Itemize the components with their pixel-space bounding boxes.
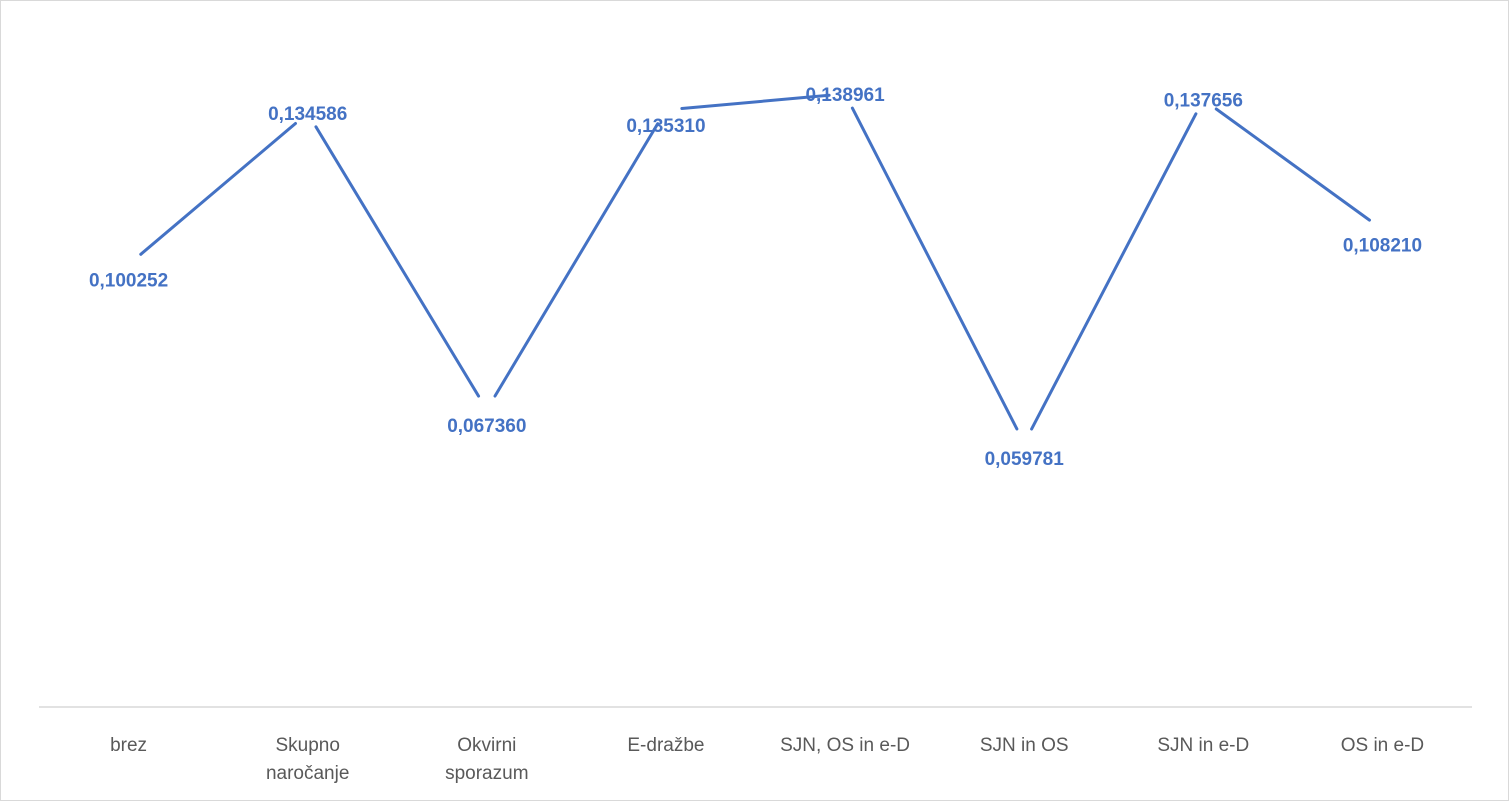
series-segment-1 [139, 121, 297, 256]
series-segment-7 [1214, 107, 1371, 222]
category-label: SJN, OS in e-D [780, 735, 910, 756]
data-label: 0,100252 [89, 271, 168, 292]
series-line-group [139, 93, 1371, 431]
data-label: 0,138961 [805, 85, 885, 106]
data-label: 0,135310 [626, 116, 705, 137]
category-label: brez [110, 735, 147, 756]
category-label: SJN in e-D [1157, 735, 1249, 756]
category-label: E-dražbe [627, 735, 704, 756]
category-label: Okvirni sporazum [445, 735, 528, 784]
data-label: 0,067360 [447, 416, 526, 437]
data-label: 0,137656 [1164, 91, 1243, 112]
category-label: Skupno naročanje [266, 735, 349, 784]
category-label: SJN in OS [980, 735, 1069, 756]
data-label: 0,134586 [268, 104, 347, 125]
series-segment-2 [314, 125, 481, 398]
series-segment-4 [680, 93, 831, 111]
data-label: 0,108210 [1343, 236, 1422, 257]
data-label-group: 0,100252 0,134586 0,067360 0,135310 0,138961… [89, 85, 1422, 470]
series-segment-6 [1030, 112, 1198, 431]
category-label-group: brez Skupno naročanje Okvirni sporazum E-draž… [110, 735, 1424, 784]
category-label: OS in e-D [1341, 735, 1424, 756]
series-segment-5 [850, 106, 1019, 431]
series-segment-3 [493, 122, 660, 398]
data-label: 0,059781 [985, 449, 1065, 470]
